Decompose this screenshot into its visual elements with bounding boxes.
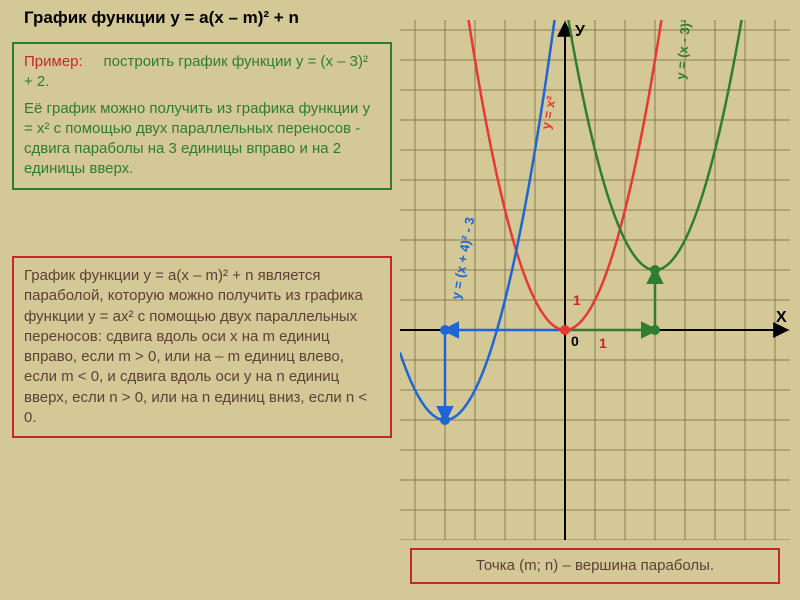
rule-text: График функции у = а(х – m)² + n являетс… [24,267,367,426]
svg-text:Х: Х [776,309,787,326]
svg-text:У: У [575,23,586,40]
svg-text:у = (х + 4)² - 3: у = (х + 4)² - 3 [448,216,477,300]
rule-box: График функции у = а(х – m)² + n являетс… [12,256,392,438]
svg-text:0: 0 [571,333,579,349]
vertex-text: Точка (m; n) – вершина параболы. [476,557,714,574]
example-paragraph: Её график можно получить из графика функ… [24,99,380,180]
example-box: Пример: построить график функции у = (х … [12,42,392,190]
parabola-chart: ХУ011у = х²у = (х - 3)² + 2у = (х + 4)² … [400,20,790,540]
page-title: График функции у = а(х – m)² + n [24,8,299,28]
example-label: Пример: [24,53,83,70]
svg-text:1: 1 [573,292,581,308]
vertex-box: Точка (m; n) – вершина параболы. [410,548,780,584]
svg-text:1: 1 [599,335,607,351]
svg-text:у = (х - 3)² + 2: у = (х - 3)² + 2 [673,20,695,80]
